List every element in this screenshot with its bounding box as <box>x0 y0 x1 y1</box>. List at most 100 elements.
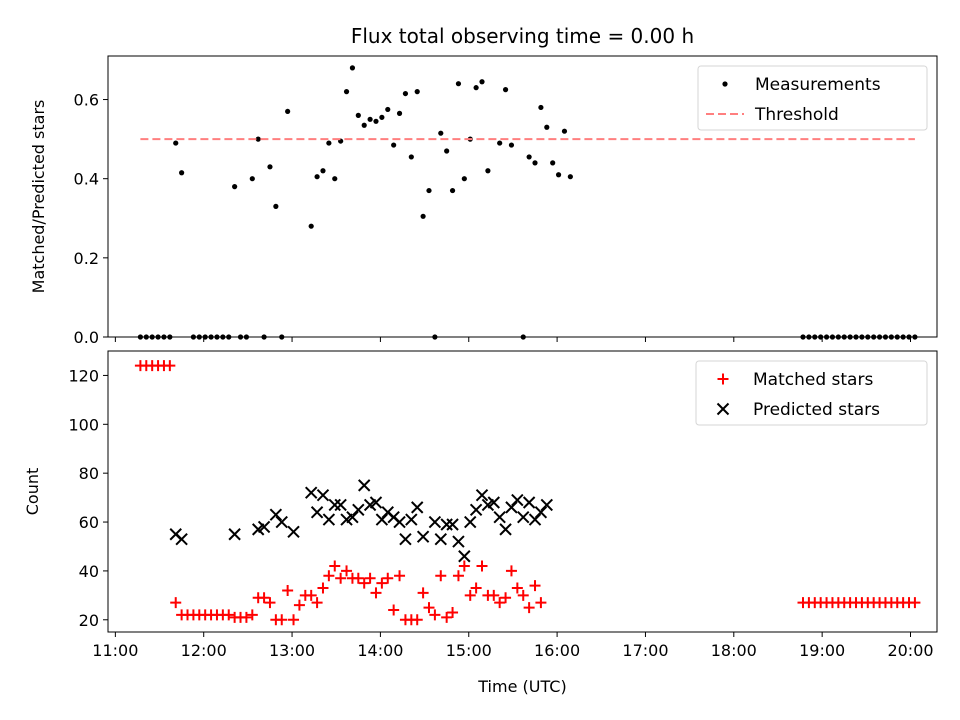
data-point <box>175 532 188 546</box>
data-point <box>328 498 341 512</box>
data-point <box>226 334 232 340</box>
data-point <box>240 611 252 623</box>
data-point <box>434 532 447 546</box>
data-point <box>264 597 276 609</box>
data-point <box>464 515 477 529</box>
data-point <box>469 503 483 517</box>
data-point <box>444 148 450 154</box>
data-point <box>411 501 424 514</box>
data-point <box>355 112 361 118</box>
x-tick-label: 18:00 <box>711 641 757 660</box>
legend-frame <box>695 360 928 426</box>
data-point <box>452 570 464 582</box>
data-point <box>276 614 288 626</box>
data-point <box>370 587 382 599</box>
data-point <box>170 597 182 609</box>
data-point <box>208 334 214 340</box>
y-tick-label: 20 <box>79 611 99 630</box>
data-point <box>237 334 244 340</box>
data-point <box>500 592 512 604</box>
data-point <box>505 565 517 577</box>
data-point <box>308 223 314 229</box>
data-point <box>555 172 562 178</box>
y-tick-label: 120 <box>68 366 99 385</box>
data-point <box>326 140 332 146</box>
data-point <box>529 580 541 592</box>
legend-marker <box>722 81 728 87</box>
x-tick-label: 19:00 <box>799 641 845 660</box>
legend-label: Threshold <box>754 105 839 125</box>
data-point <box>223 609 235 621</box>
data-point <box>279 334 285 340</box>
data-point <box>912 334 918 340</box>
chart-title: Flux total observing time = 0.00 h <box>351 24 694 48</box>
y-tick-label: 40 <box>79 562 99 581</box>
data-point <box>447 606 459 618</box>
data-point <box>310 506 324 519</box>
data-point <box>435 570 447 582</box>
data-point <box>882 334 889 340</box>
data-point <box>179 170 185 176</box>
data-point <box>167 334 173 340</box>
x-tick-label: 17:00 <box>622 641 668 660</box>
data-point <box>393 515 406 529</box>
legend: Matched stars Predicted stars <box>695 360 928 426</box>
data-point <box>287 525 300 539</box>
data-point <box>494 597 506 609</box>
data-point <box>488 589 500 601</box>
data-point <box>909 597 921 609</box>
data-point <box>528 513 542 526</box>
data-point <box>376 577 388 589</box>
data-point <box>394 570 406 582</box>
legend-label: Predicted stars <box>753 400 880 420</box>
bottom-panel: 20 40 60 80 100 120 11:00 12:00 13:00 14:00 15:00 1… <box>23 350 938 696</box>
data-point <box>567 174 573 180</box>
y-tick-label: 100 <box>68 415 99 434</box>
data-point <box>405 513 418 526</box>
data-point <box>361 122 367 128</box>
y-axis-label: Count <box>23 468 42 516</box>
data-point <box>164 360 176 372</box>
data-point <box>311 597 323 609</box>
data-point <box>228 528 241 541</box>
data-point <box>499 523 512 536</box>
data-point <box>487 496 500 509</box>
data-point <box>379 114 385 120</box>
data-point <box>258 592 270 604</box>
data-point <box>343 89 350 95</box>
x-tick-label: 13:00 <box>269 641 315 660</box>
data-point <box>526 154 532 160</box>
data-point <box>305 589 317 601</box>
data-point <box>800 334 806 340</box>
x-tick-label: 12:00 <box>181 641 227 660</box>
x-axis-label: Time (UTC) <box>477 677 566 696</box>
y-tick-label: 0.4 <box>74 170 99 189</box>
plot-area-frame <box>107 350 938 633</box>
legend-marker <box>717 373 729 385</box>
data-point <box>894 334 900 340</box>
data-point <box>517 589 529 601</box>
data-point <box>475 488 489 502</box>
data-point <box>508 142 515 148</box>
data-point <box>476 560 488 572</box>
data-point <box>385 106 391 113</box>
data-point <box>391 142 397 148</box>
y-tick-label: 0.0 <box>74 328 99 347</box>
data-point <box>544 124 550 130</box>
data-point <box>373 118 379 124</box>
data-point <box>829 334 836 340</box>
data-point <box>550 160 556 166</box>
data-point <box>352 572 364 584</box>
data-point <box>402 90 409 97</box>
data-point <box>322 513 336 526</box>
data-point <box>847 334 853 340</box>
data-point <box>246 609 258 621</box>
data-point <box>458 560 470 572</box>
x-tick-label: 20:00 <box>887 641 933 660</box>
data-point <box>314 174 320 180</box>
data-point <box>255 136 261 142</box>
data-point <box>273 203 279 209</box>
data-point <box>408 154 414 160</box>
data-point <box>364 572 376 584</box>
data-point <box>441 611 453 623</box>
